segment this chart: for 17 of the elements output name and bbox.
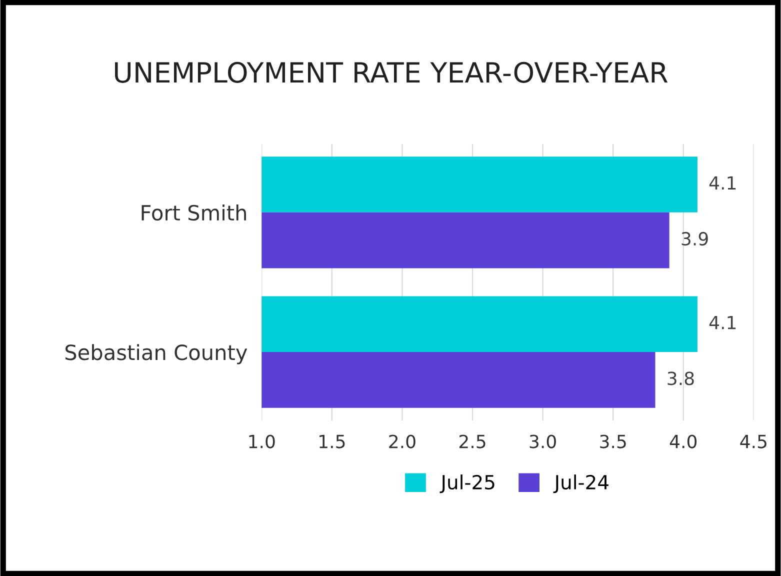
data-label: 4.1 bbox=[709, 316, 736, 330]
x-tick-label: 1.5 bbox=[320, 434, 345, 448]
x-tick-label: 1.0 bbox=[249, 434, 275, 448]
x-tick-label: 4.5 bbox=[740, 434, 766, 448]
x-tick-label: 3.5 bbox=[600, 434, 626, 448]
x-tick-label: 2.5 bbox=[459, 434, 486, 448]
y-tick-label: Sebastian County bbox=[65, 344, 248, 364]
legend-label: Jul-24 bbox=[553, 474, 608, 494]
x-tick-label: 2.0 bbox=[389, 434, 416, 448]
x-tick-label: 4.0 bbox=[670, 434, 697, 448]
data-label: 4.1 bbox=[709, 176, 736, 190]
x-tick-label: 3.0 bbox=[530, 434, 556, 448]
data-label: 3.9 bbox=[682, 232, 708, 246]
y-tick-label: Fort Smith bbox=[142, 204, 246, 221]
data-label: 3.8 bbox=[668, 372, 694, 386]
chart-title: UNEMPLOYMENT RATE YEAR-OVER-YEAR bbox=[115, 62, 668, 83]
legend-label: Jul-25 bbox=[440, 474, 494, 494]
